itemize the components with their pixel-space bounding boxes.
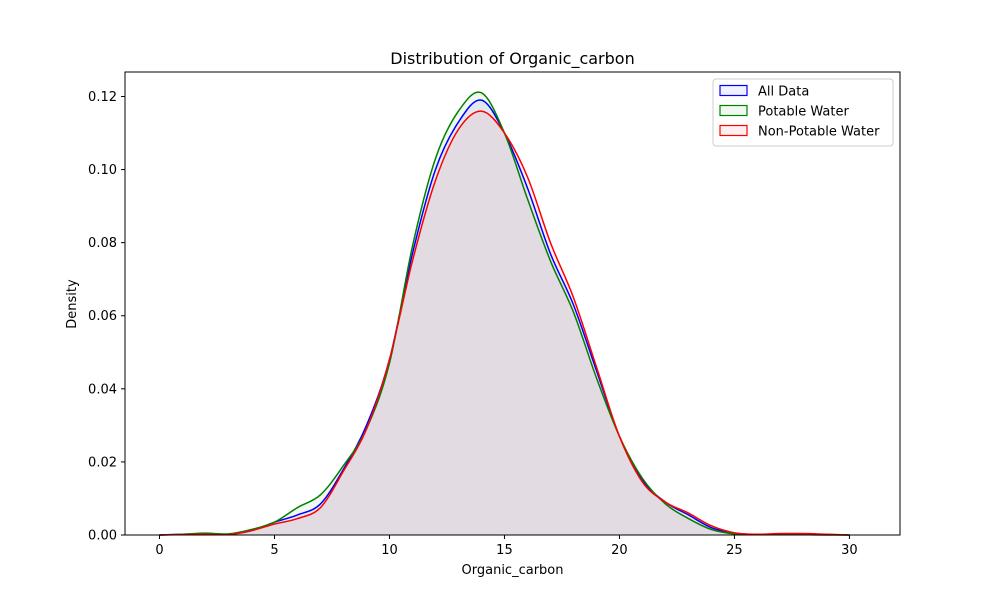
- y-tick-label: 0.06: [88, 309, 117, 324]
- legend-label: Potable Water: [758, 105, 849, 120]
- density-line-1: [159, 91, 850, 536]
- legend-swatch: [719, 124, 748, 137]
- y-axis-label: Density: [65, 279, 80, 329]
- y-tick-label: 0.12: [88, 90, 117, 105]
- legend-box: [712, 78, 894, 147]
- y-tick-label: 0.08: [88, 236, 117, 251]
- x-tick-label: 10: [381, 543, 398, 558]
- area-0: [159, 99, 850, 535]
- x-tick-label: 0: [155, 543, 163, 558]
- legend: All Data Potable Water Non-Potable Water: [712, 78, 894, 147]
- x-axis-label: Organic_carbon: [462, 563, 564, 578]
- x-tick-label: 20: [611, 543, 628, 558]
- x-tick-label: 15: [496, 543, 513, 558]
- axes-frame: [124, 71, 901, 536]
- legend-label: Non-Potable Water: [758, 125, 880, 140]
- area-1: [159, 92, 850, 536]
- density-line-2: [159, 110, 850, 536]
- legend-label: All Data: [758, 85, 809, 100]
- x-tick-label: 30: [841, 543, 858, 558]
- y-tick-label: 0.04: [88, 382, 117, 397]
- legend-swatch: [719, 84, 748, 97]
- x-tick-label: 25: [726, 543, 743, 558]
- y-tick-label: 0.10: [88, 163, 117, 178]
- legend-swatch: [719, 104, 748, 117]
- y-tick-label: 0.02: [88, 455, 117, 470]
- x-tick-label: 5: [270, 543, 278, 558]
- plot-area: 0 5 10 15 20 25 30 0.00 0.02 0.04 0.06 0.08 0.10 0.12: [88, 71, 901, 558]
- area-2: [159, 111, 850, 535]
- y-tick-label: 0.00: [88, 529, 117, 544]
- chart-title: Distribution of Organic_carbon: [390, 49, 634, 69]
